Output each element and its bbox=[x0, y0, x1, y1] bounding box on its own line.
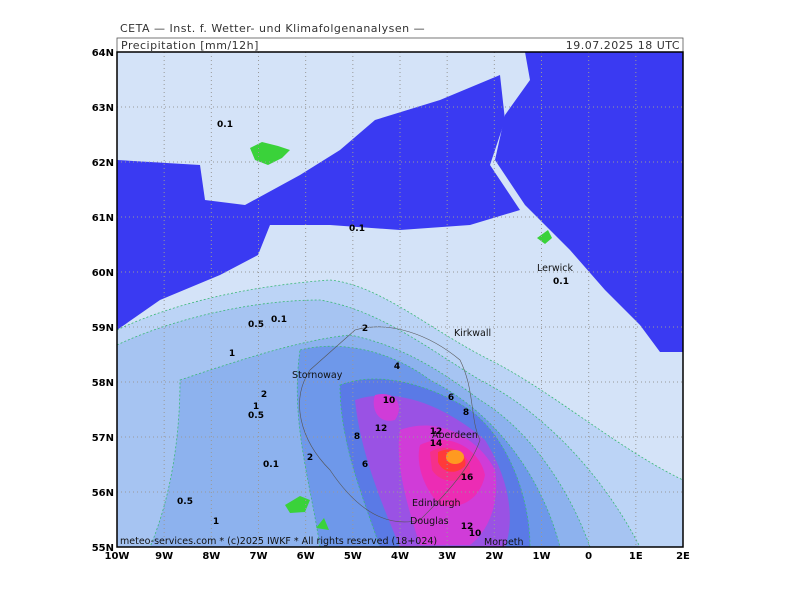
lat-label: 55N bbox=[92, 543, 114, 554]
lon-label: 2W bbox=[485, 551, 503, 562]
contour-label: 0.5 bbox=[248, 320, 264, 330]
place-label: Morpeth bbox=[484, 537, 524, 548]
contour-label: 16 bbox=[461, 473, 474, 483]
lon-label: 1W bbox=[533, 551, 551, 562]
contour-label: 1 bbox=[229, 349, 235, 359]
lon-label: 0 bbox=[585, 551, 592, 562]
lat-label: 58N bbox=[92, 378, 114, 389]
map-field bbox=[117, 52, 683, 547]
contour-label: 8 bbox=[463, 408, 469, 418]
place-label: Douglas bbox=[410, 516, 449, 527]
contour-label: 4 bbox=[394, 362, 400, 372]
place-label: Kirkwall bbox=[454, 328, 491, 339]
lat-label: 56N bbox=[92, 488, 114, 499]
contour-label: 0.1 bbox=[217, 120, 233, 130]
lon-label: 1E bbox=[629, 551, 643, 562]
lon-label: 2E bbox=[676, 551, 690, 562]
lat-label: 61N bbox=[92, 213, 114, 224]
contour-label: 8 bbox=[354, 432, 360, 442]
contour-label: 0.1 bbox=[349, 224, 365, 234]
valid-time: 19.07.2025 18 UTC bbox=[566, 39, 680, 52]
title: CETA — Inst. f. Wetter- und Klimafolgena… bbox=[120, 22, 425, 35]
contour-label: 1 bbox=[253, 402, 259, 412]
lat-label: 59N bbox=[92, 323, 114, 334]
contour-label: 0.1 bbox=[263, 460, 279, 470]
contour-label: 0.5 bbox=[248, 411, 264, 421]
field-label: Precipitation [mm/12h] bbox=[121, 39, 259, 52]
lat-label: 62N bbox=[92, 158, 114, 169]
contour-label: 10 bbox=[383, 396, 396, 406]
footer: meteo-services.com * (c)2025 IWKF * All … bbox=[120, 536, 437, 547]
place-label: Stornoway bbox=[292, 370, 343, 381]
contour-label: 6 bbox=[448, 393, 454, 403]
lon-label: 3W bbox=[438, 551, 456, 562]
lon-label: 7W bbox=[250, 551, 268, 562]
lat-label: 57N bbox=[92, 433, 114, 444]
place-label: Aberdeen bbox=[432, 430, 478, 441]
contour-label: 12 bbox=[375, 424, 388, 434]
contour-label: 1 bbox=[213, 517, 219, 527]
lon-label: 6W bbox=[297, 551, 315, 562]
lon-label: 10W bbox=[105, 551, 130, 562]
lon-label: 4W bbox=[391, 551, 409, 562]
map-frame bbox=[116, 51, 684, 548]
lon-label: 8W bbox=[202, 551, 220, 562]
contour-label: 2 bbox=[362, 324, 368, 334]
place-label: Edinburgh bbox=[412, 498, 461, 509]
contour-label: 2 bbox=[307, 453, 313, 463]
contour-label: 6 bbox=[362, 460, 368, 470]
contour-label: 0.1 bbox=[271, 315, 287, 325]
place-label: Lerwick bbox=[537, 263, 574, 274]
contour-label: 10 bbox=[469, 529, 482, 539]
lat-label: 63N bbox=[92, 103, 114, 114]
contour-label: 12 bbox=[430, 427, 443, 437]
lon-label: 5W bbox=[344, 551, 362, 562]
contour-label: 0.5 bbox=[177, 497, 193, 507]
lat-label: 60N bbox=[92, 268, 114, 279]
lat-label: 64N bbox=[92, 48, 114, 59]
lon-label: 9W bbox=[155, 551, 173, 562]
contour-label: 2 bbox=[261, 390, 267, 400]
contour-label: 12 bbox=[461, 522, 474, 532]
contour-label: 14 bbox=[430, 439, 443, 449]
contour-label: 0.1 bbox=[553, 277, 569, 287]
